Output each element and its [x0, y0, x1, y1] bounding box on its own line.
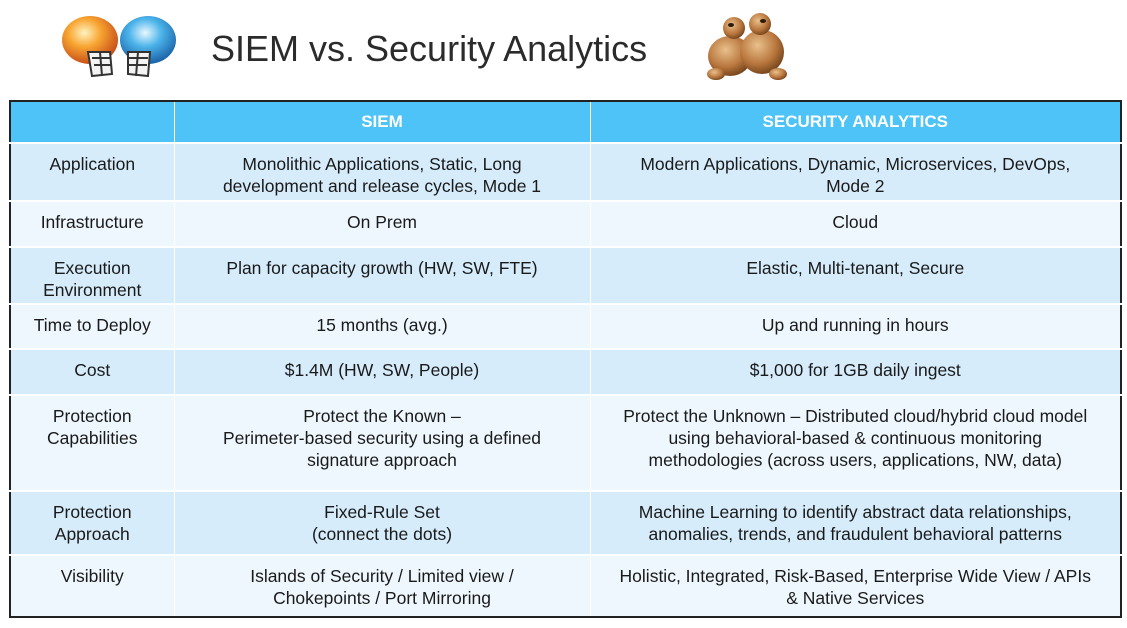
header-empty-cell — [10, 101, 175, 143]
analytics-cell: Up and running in hours — [590, 303, 1121, 349]
siem-cell: Protect the Known – Perimeter-based secu… — [174, 394, 591, 491]
siem-cell: Islands of Security / Limited view / Cho… — [174, 554, 591, 617]
row-label: Execution Environment — [10, 246, 175, 304]
comparison-table: SIEM SECURITY ANALYTICS Application Mono… — [9, 100, 1122, 618]
table-header-row: SIEM SECURITY ANALYTICS — [10, 101, 1121, 143]
siem-cell: Monolithic Applications, Static, Long de… — [174, 142, 591, 201]
analytics-cell: Cloud — [590, 200, 1121, 247]
siem-cell: Fixed-Rule Set (connect the dots) — [174, 490, 591, 555]
analytics-cell: Holistic, Integrated, Risk-Based, Enterp… — [590, 554, 1121, 617]
table-row: Protection Approach Fixed-Rule Set (conn… — [10, 490, 1121, 555]
table-row: Cost $1.4M (HW, SW, People) $1,000 for 1… — [10, 348, 1121, 395]
analytics-cell: $1,000 for 1GB daily ingest — [590, 348, 1121, 395]
row-label: Protection Capabilities — [10, 394, 175, 491]
row-label: Protection Approach — [10, 490, 175, 555]
row-label: Cost — [10, 348, 175, 395]
row-label: Infrastructure — [10, 200, 175, 247]
analytics-cell: Protect the Unknown – Distributed cloud/… — [590, 394, 1121, 491]
analytics-cell: Elastic, Multi-tenant, Secure — [590, 246, 1121, 304]
header-siem: SIEM — [174, 101, 591, 143]
slide-header: SIEM vs. Security Analytics — [0, 0, 1127, 96]
table-row: Execution Environment Plan for capacity … — [10, 246, 1121, 304]
siem-cell: Plan for capacity growth (HW, SW, FTE) — [174, 246, 591, 304]
analytics-cell: Modern Applications, Dynamic, Microservi… — [590, 142, 1121, 201]
page-title: SIEM vs. Security Analytics — [211, 28, 648, 69]
row-label: Application — [10, 142, 175, 201]
table-row: Visibility Islands of Security / Limited… — [10, 554, 1121, 617]
siem-cell: $1.4M (HW, SW, People) — [174, 348, 591, 395]
table-row: Time to Deploy 15 months (avg.) Up and r… — [10, 303, 1121, 349]
analytics-cell: Machine Learning to identify abstract da… — [590, 490, 1121, 555]
table-row: Protection Capabilities Protect the Know… — [10, 394, 1121, 491]
row-label: Time to Deploy — [10, 303, 175, 349]
table-row: Application Monolithic Applications, Sta… — [10, 142, 1121, 201]
table-row: Infrastructure On Prem Cloud — [10, 200, 1121, 247]
football-helmets-icon — [62, 16, 176, 78]
header-security-analytics: SECURITY ANALYTICS — [590, 101, 1121, 143]
siem-cell: 15 months (avg.) — [174, 303, 591, 349]
row-label: Visibility — [10, 554, 175, 617]
wrestling-figures-icon — [707, 13, 787, 80]
siem-cell: On Prem — [174, 200, 591, 247]
